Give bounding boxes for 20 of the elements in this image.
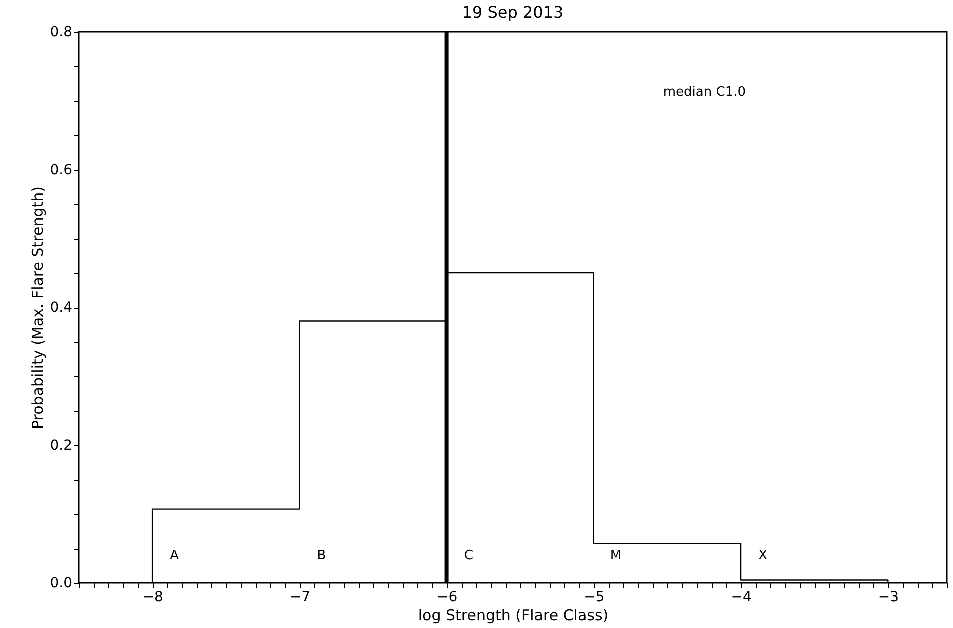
x-tick-label: −7 — [290, 590, 310, 606]
y-axis-title: Probability (Max. Flare Strength) — [29, 186, 48, 430]
annotation: median C1.0 — [663, 85, 746, 100]
x-tick-label: −4 — [731, 590, 752, 606]
y-tick-label: 0.0 — [50, 576, 72, 592]
annotation: X — [758, 548, 768, 564]
y-tick-label: 0.2 — [50, 438, 72, 454]
chart-title: 19 Sep 2013 — [462, 3, 564, 22]
y-tick-label: 0.8 — [50, 24, 72, 40]
x-tick-label: −3 — [878, 590, 899, 606]
x-tick-label: −8 — [142, 590, 164, 606]
y-tick-label: 0.6 — [50, 162, 73, 178]
annotation: M — [610, 548, 622, 564]
annotation: A — [170, 548, 180, 564]
x-axis-title: log Strength (Flare Class) — [418, 606, 609, 624]
annotation: C — [464, 548, 474, 564]
x-tick-label: −6 — [436, 590, 458, 606]
x-tick-label: −5 — [584, 590, 605, 606]
y-tick-label: 0.4 — [50, 300, 73, 316]
annotation: B — [317, 548, 326, 564]
